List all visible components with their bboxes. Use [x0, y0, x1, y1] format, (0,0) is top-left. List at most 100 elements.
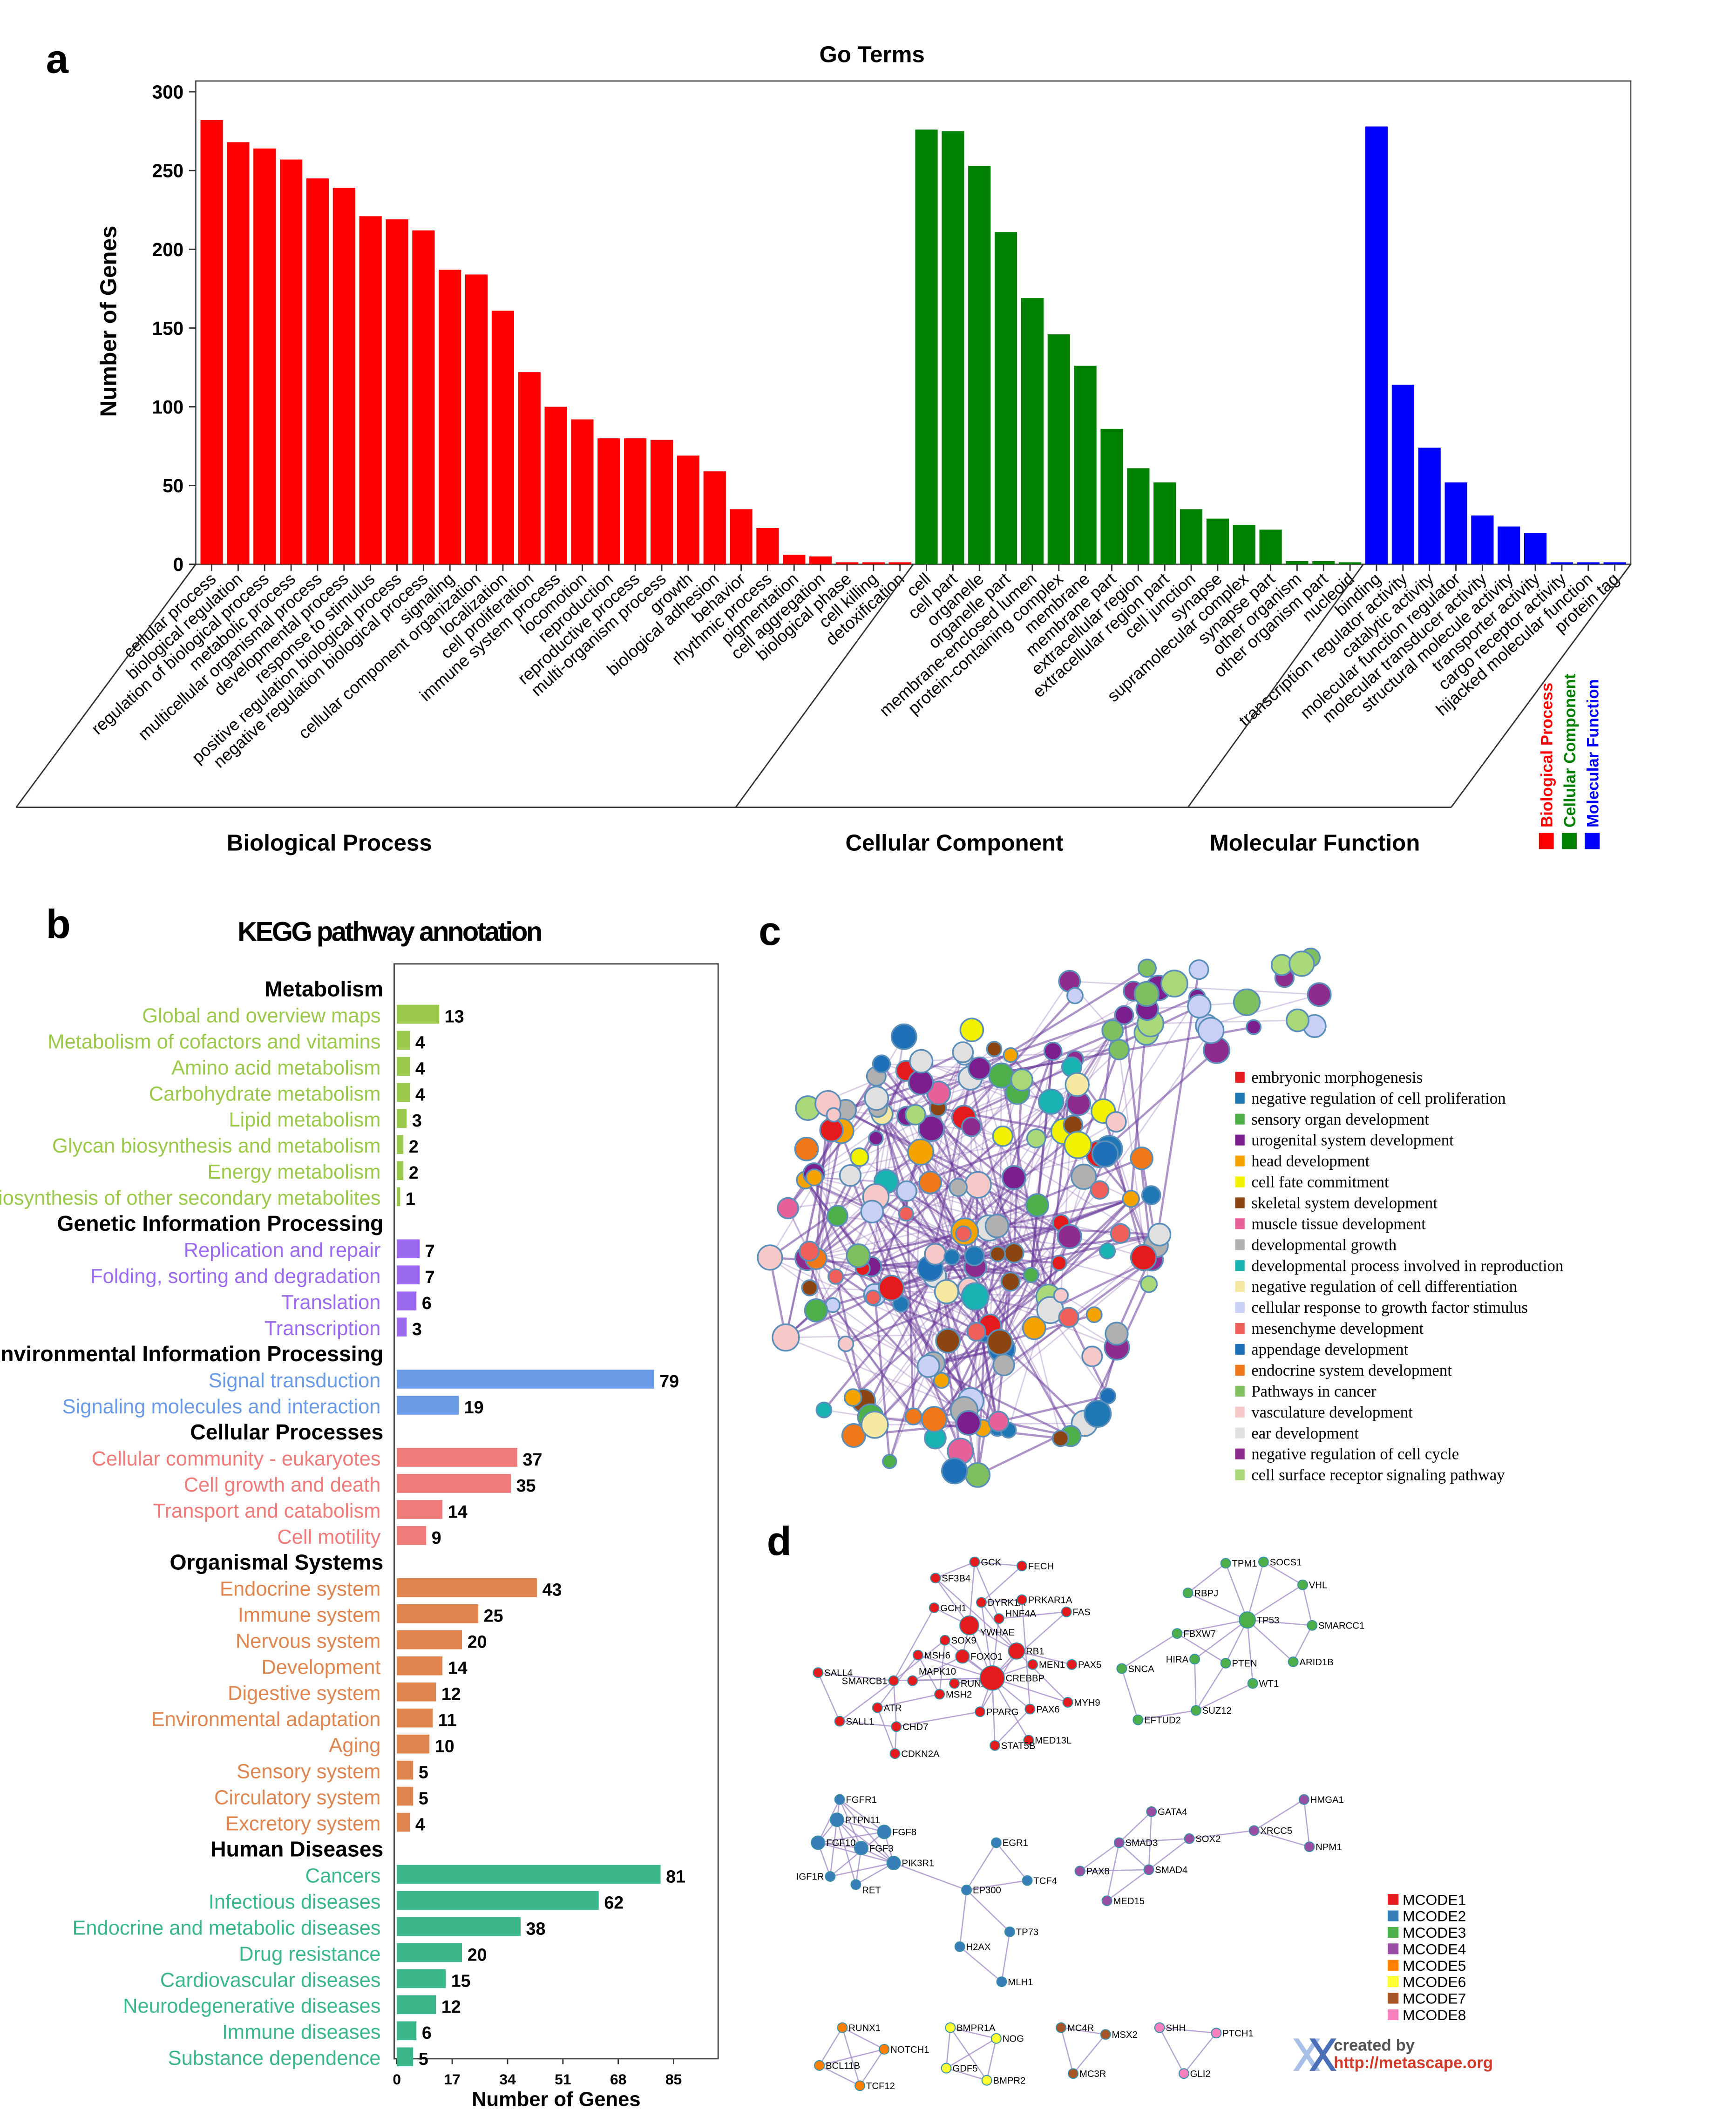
- y-tick-label: 150: [152, 318, 184, 339]
- gene-node-PRKAR1A: [1017, 1594, 1027, 1605]
- gene-label: PAX8: [1086, 1866, 1109, 1877]
- network-edge: [1189, 1830, 1255, 1839]
- network-edge: [1247, 1619, 1294, 1662]
- gene-label: SMAD4: [1155, 1865, 1187, 1875]
- network-edge: [785, 1296, 874, 1339]
- network-node: [1110, 1223, 1131, 1244]
- plot-frame: [393, 963, 719, 2060]
- network-node: [846, 1243, 871, 1268]
- gene-node-EP300: [961, 1885, 972, 1895]
- gene-node-PPARG: [975, 1706, 986, 1717]
- bar-molecular-function-regulator: [1444, 482, 1467, 564]
- bar-Drug-resistance: [397, 1943, 462, 1962]
- gene-label: BMPR2: [993, 2076, 1025, 2086]
- network-edge: [885, 1071, 907, 1182]
- bar-Sensory-system: [397, 1760, 414, 1780]
- gene-label: FGF10: [826, 1838, 855, 1848]
- gene-node-FBXW7: [1172, 1628, 1183, 1639]
- network-node: [1122, 1190, 1140, 1208]
- gene-node-GDF5: [941, 2063, 952, 2074]
- network-node: [1105, 1322, 1129, 1346]
- bar-reproductive-process: [624, 438, 647, 564]
- bar-value: 7: [425, 1267, 435, 1287]
- credit-link[interactable]: http://metascape.org: [1334, 2054, 1493, 2072]
- bar-value: 13: [445, 1006, 464, 1026]
- network-edge: [991, 1611, 1067, 1679]
- bar-cell-proliferation: [518, 372, 541, 564]
- network-edge: [815, 1211, 873, 1311]
- legend-swatch: [1235, 1385, 1245, 1397]
- bar-binding: [1365, 126, 1388, 564]
- network-edge: [855, 1862, 894, 1885]
- plot-frame: [195, 80, 1632, 565]
- network-edge: [999, 1075, 1002, 1343]
- network-edge: [815, 1190, 908, 1260]
- network-edge: [1021, 1600, 1031, 1710]
- network-node: [868, 1130, 884, 1146]
- gene-label: SMARCB1: [842, 1676, 888, 1686]
- legend-entry: MCODE5: [1403, 1957, 1466, 1974]
- bar-Cellular-community-eukaryotes: [397, 1448, 517, 1467]
- bar-value: 11: [438, 1710, 457, 1730]
- category-header: Metabolism: [264, 977, 383, 1001]
- network-node: [918, 1115, 945, 1142]
- network-edge: [832, 1304, 915, 1418]
- gene-label: SUZ12: [1202, 1706, 1232, 1716]
- bar-cell-aggregation: [809, 556, 832, 564]
- network-node: [827, 1268, 844, 1285]
- legend-swatch: [1235, 1092, 1245, 1104]
- network-node: [904, 1104, 926, 1126]
- network-edge: [905, 1101, 1052, 1215]
- bar-Cardiovascular-diseases: [397, 1969, 446, 1988]
- gene-node-SOX9: [939, 1635, 950, 1646]
- gene-label: TP53: [1257, 1615, 1279, 1626]
- network-node: [826, 1205, 848, 1227]
- bar-cellular-component-organization: [465, 274, 488, 564]
- legend-swatch: [1388, 1976, 1399, 1988]
- bar-value: 3: [412, 1319, 422, 1339]
- network-edge: [852, 1252, 1015, 1398]
- legend-entry: embryonic morphogenesis: [1251, 1068, 1423, 1086]
- pathway-label: Replication and repair: [184, 1239, 381, 1262]
- network-edge: [1187, 1592, 1248, 1621]
- bar-value: 2: [409, 1163, 419, 1182]
- pathway-label: Transport and catabolism: [153, 1500, 381, 1522]
- network-edge: [1195, 1683, 1253, 1711]
- network-edge: [1050, 1258, 1153, 1311]
- bar-Metabolism-of-cofactors-and-vitamins: [397, 1031, 410, 1050]
- category-header: Human Diseases: [210, 1837, 383, 1861]
- network-edge: [1119, 1838, 1190, 1844]
- network-edge: [1254, 1799, 1305, 1832]
- x-tick-label: 51: [555, 2071, 571, 2088]
- gene-node-SHH: [1154, 2022, 1165, 2033]
- y-tick-label: 300: [152, 81, 184, 103]
- bar-synapse: [1206, 518, 1229, 564]
- network-node: [964, 1171, 992, 1199]
- bar-multi-organism-process: [650, 440, 673, 564]
- network-node: [1064, 1131, 1092, 1159]
- pathway-label: Nervous system: [236, 1630, 381, 1653]
- gene-label: TP73: [1016, 1927, 1038, 1938]
- network-node: [804, 1298, 828, 1323]
- gene-node-SMAD3: [1113, 1837, 1125, 1848]
- network-edge: [1010, 1051, 1054, 1282]
- network-edge: [1247, 1620, 1254, 1684]
- bar-metabolic-process: [280, 159, 303, 564]
- pathway-label: Glycan biosynthesis and metabolism: [52, 1135, 380, 1157]
- pathway-label: Folding, sorting and degradation: [90, 1265, 380, 1288]
- network-edge: [917, 1655, 940, 1695]
- bar-synapse-part: [1259, 529, 1282, 564]
- legend-entry: cellular response to growth factor stimu…: [1251, 1298, 1528, 1316]
- legend-entry: MCODE3: [1403, 1924, 1466, 1941]
- legend-entry: urogenital system development: [1251, 1131, 1454, 1149]
- network-edge: [815, 1184, 978, 1259]
- network-edge: [999, 1611, 1067, 1620]
- network-edge: [1247, 1619, 1312, 1626]
- gene-node-H2AX: [954, 1941, 965, 1952]
- network-edge: [814, 1151, 921, 1178]
- pathway-label: Cell motility: [277, 1526, 380, 1548]
- legend-swatch: [1235, 1072, 1245, 1083]
- bar-molecular-transducer-activity: [1471, 515, 1494, 564]
